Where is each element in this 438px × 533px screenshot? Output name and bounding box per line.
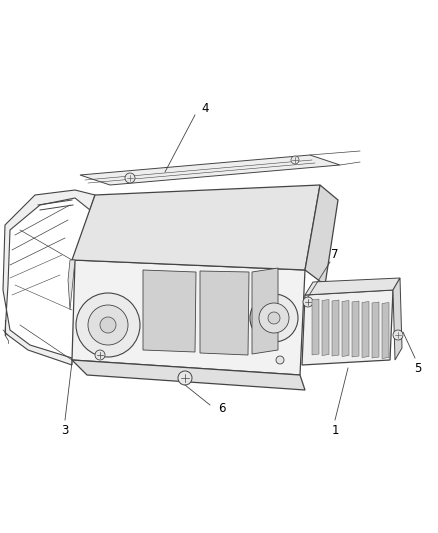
- Circle shape: [100, 317, 116, 333]
- Polygon shape: [3, 190, 95, 365]
- Circle shape: [393, 330, 403, 340]
- Circle shape: [95, 350, 105, 360]
- Polygon shape: [322, 300, 329, 356]
- Circle shape: [76, 293, 140, 357]
- Polygon shape: [68, 260, 75, 310]
- Text: 7: 7: [331, 248, 339, 262]
- Polygon shape: [252, 268, 278, 354]
- Circle shape: [125, 173, 135, 183]
- Polygon shape: [372, 302, 379, 358]
- Polygon shape: [200, 271, 249, 355]
- Polygon shape: [143, 270, 196, 352]
- Polygon shape: [80, 155, 340, 185]
- Polygon shape: [72, 260, 305, 375]
- Polygon shape: [302, 290, 393, 365]
- Polygon shape: [342, 301, 349, 357]
- Circle shape: [88, 305, 128, 345]
- Polygon shape: [305, 185, 338, 285]
- Polygon shape: [72, 185, 320, 270]
- Text: 3: 3: [61, 424, 69, 437]
- Circle shape: [276, 356, 284, 364]
- Polygon shape: [72, 360, 305, 390]
- Polygon shape: [305, 278, 400, 295]
- Polygon shape: [362, 302, 369, 358]
- Polygon shape: [312, 299, 319, 355]
- Circle shape: [268, 312, 280, 324]
- Circle shape: [303, 297, 313, 307]
- Circle shape: [291, 156, 299, 164]
- Polygon shape: [382, 303, 389, 359]
- Polygon shape: [393, 278, 402, 360]
- Circle shape: [259, 303, 289, 333]
- Text: 1: 1: [331, 424, 339, 437]
- Text: 5: 5: [414, 361, 422, 375]
- Circle shape: [250, 294, 298, 342]
- Polygon shape: [332, 300, 339, 356]
- Text: 4: 4: [201, 101, 209, 115]
- Text: 6: 6: [218, 401, 226, 415]
- Circle shape: [178, 371, 192, 385]
- Polygon shape: [352, 301, 359, 357]
